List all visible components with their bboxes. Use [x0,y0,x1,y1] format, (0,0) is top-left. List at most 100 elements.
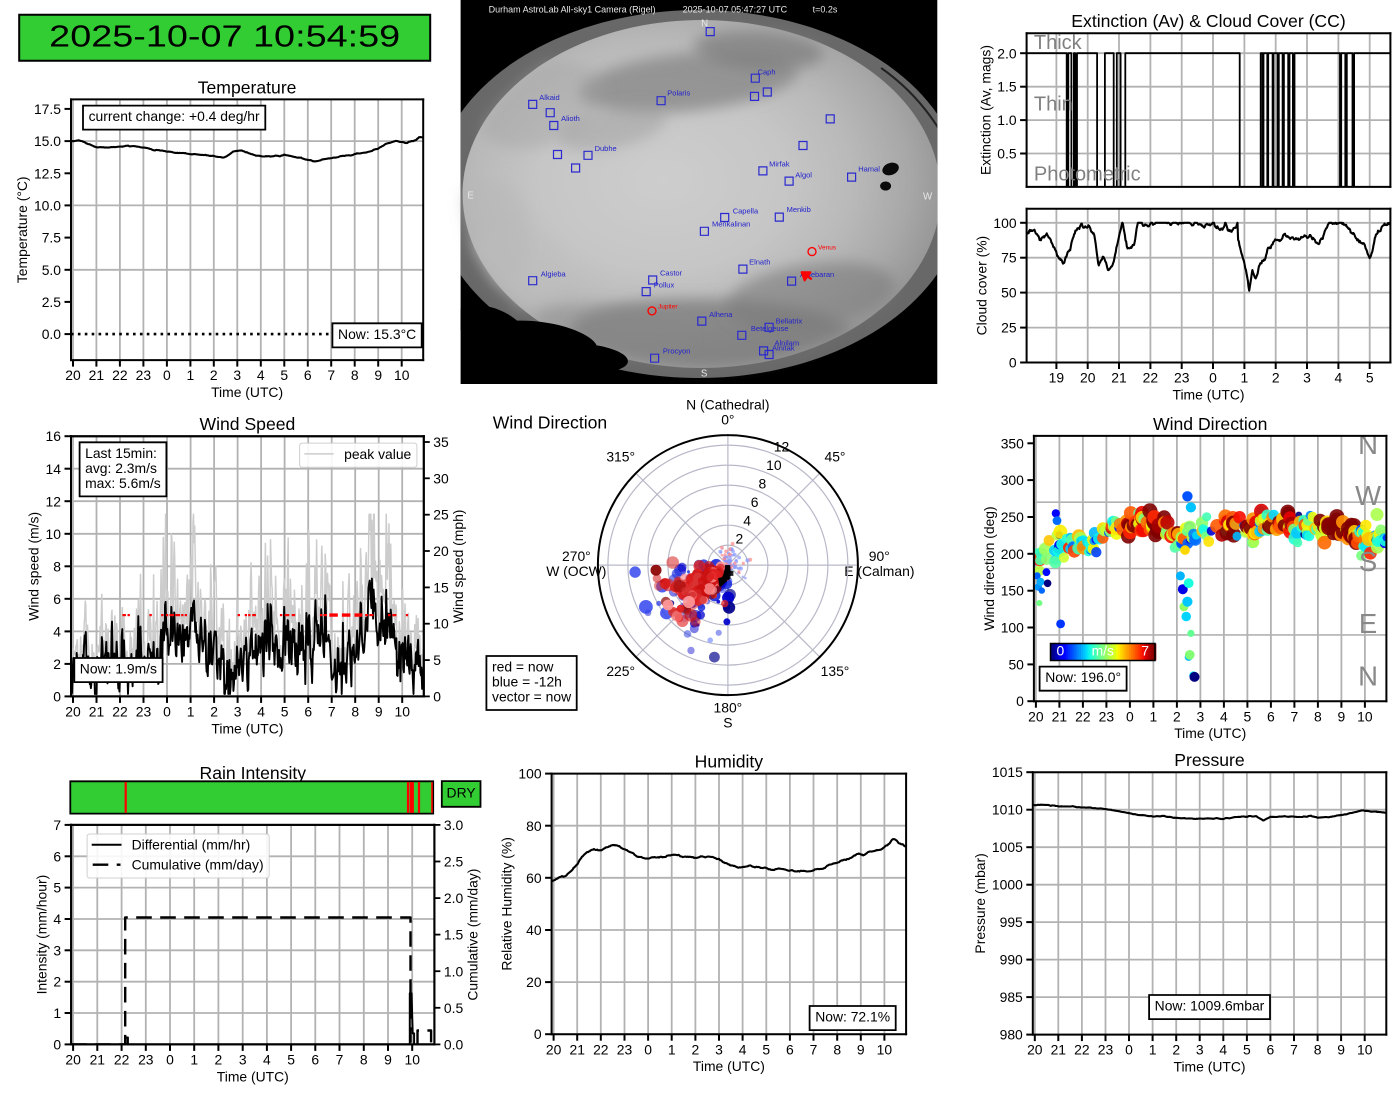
svg-text:990: 990 [1000,952,1023,968]
svg-text:22: 22 [112,367,128,383]
svg-text:blue = -12h: blue = -12h [492,674,562,690]
svg-text:4: 4 [257,704,265,720]
svg-text:8: 8 [759,475,767,491]
svg-text:Wind direction (deg): Wind direction (deg) [981,506,997,630]
svg-text:21: 21 [90,1052,106,1068]
svg-text:35: 35 [433,434,449,450]
svg-text:995: 995 [1000,914,1023,930]
svg-text:22: 22 [114,1052,130,1068]
svg-text:19: 19 [1049,370,1065,386]
svg-text:S: S [723,715,732,731]
svg-text:W (OCW): W (OCW) [546,563,606,579]
svg-text:100: 100 [518,766,541,782]
svg-text:Time (UTC): Time (UTC) [211,384,283,400]
svg-text:6: 6 [53,848,61,864]
svg-text:75: 75 [1001,250,1017,266]
svg-text:5: 5 [1244,708,1252,724]
svg-text:50: 50 [1008,656,1024,672]
svg-text:Venus: Venus [818,244,837,251]
svg-text:0.5: 0.5 [444,1000,464,1016]
svg-text:4: 4 [257,367,265,383]
svg-text:4: 4 [1335,370,1343,386]
svg-text:1: 1 [53,1005,61,1021]
svg-text:avg: 2.3m/s: avg: 2.3m/s [85,460,157,476]
svg-text:red = now: red = now [492,659,554,675]
svg-text:2: 2 [53,656,61,672]
svg-text:Differential (mm/hr): Differential (mm/hr) [132,837,251,853]
svg-text:0: 0 [53,688,61,704]
svg-text:45°: 45° [824,449,845,465]
svg-text:2: 2 [210,367,218,383]
svg-text:Wind Speed: Wind Speed [199,414,295,434]
svg-text:25: 25 [1001,320,1017,336]
svg-text:Time (UTC): Time (UTC) [1172,387,1244,403]
svg-text:1: 1 [668,1041,676,1057]
svg-text:Betelgeuse: Betelgeuse [751,324,789,333]
svg-text:Wind Direction: Wind Direction [1153,414,1267,434]
svg-text:2: 2 [210,704,218,720]
svg-text:22: 22 [112,704,128,720]
svg-text:1: 1 [1149,1042,1157,1058]
svg-text:0.0: 0.0 [444,1036,464,1052]
svg-text:6: 6 [786,1041,794,1057]
svg-text:2: 2 [1173,708,1181,724]
svg-text:Bellatrix: Bellatrix [776,317,803,326]
svg-text:Dubhe: Dubhe [595,144,617,153]
svg-text:Humidity: Humidity [695,752,764,772]
svg-text:Intensity (mm/hour): Intensity (mm/hour) [34,875,50,995]
svg-text:W: W [923,192,933,203]
svg-text:0: 0 [1009,355,1017,371]
svg-text:Jupiter: Jupiter [658,304,678,311]
svg-text:0: 0 [166,1052,174,1068]
svg-text:Now: 1009.6mbar: Now: 1009.6mbar [1155,998,1265,1014]
svg-text:Now: 1.9m/s: Now: 1.9m/s [80,661,157,677]
svg-text:980: 980 [1000,1027,1023,1043]
svg-text:8: 8 [1314,1042,1322,1058]
svg-text:10: 10 [394,704,410,720]
svg-text:9: 9 [384,1052,392,1068]
svg-text:21: 21 [1111,370,1127,386]
svg-text:3: 3 [1196,1042,1204,1058]
svg-text:1.5: 1.5 [997,79,1017,95]
svg-text:0: 0 [1057,643,1065,659]
svg-text:1: 1 [1241,370,1249,386]
svg-text:6: 6 [311,1052,319,1068]
svg-text:Alnitak: Alnitak [772,343,795,352]
svg-text:9: 9 [1337,1042,1345,1058]
svg-text:E: E [467,191,474,202]
svg-text:0: 0 [644,1041,652,1057]
svg-text:0: 0 [163,704,171,720]
svg-text:23: 23 [1099,708,1115,724]
svg-text:Caph: Caph [758,68,776,77]
svg-text:2025-10-07 05:47:27 UTC: 2025-10-07 05:47:27 UTC [683,4,788,14]
svg-text:5: 5 [1366,370,1374,386]
svg-text:135°: 135° [821,663,850,679]
svg-text:5: 5 [762,1041,770,1057]
svg-text:2: 2 [1172,1042,1180,1058]
svg-text:10: 10 [433,616,449,632]
svg-text:0: 0 [534,1026,542,1042]
svg-text:100: 100 [1001,620,1024,636]
svg-text:4: 4 [739,1041,747,1057]
svg-text:12: 12 [46,493,62,509]
svg-text:Algol: Algol [795,171,812,180]
svg-text:7: 7 [1290,1042,1298,1058]
svg-text:Aldebaran: Aldebaran [800,270,834,279]
svg-text:12.5: 12.5 [34,165,61,181]
svg-text:Temperature (°C): Temperature (°C) [14,176,30,283]
svg-text:17.5: 17.5 [34,101,61,117]
svg-text:10: 10 [877,1041,893,1057]
svg-text:Pressure: Pressure [1174,750,1244,770]
svg-text:vector = now: vector = now [492,689,572,705]
svg-text:S: S [701,369,708,380]
svg-text:1: 1 [190,1052,198,1068]
svg-text:2: 2 [692,1041,700,1057]
svg-text:9: 9 [1338,708,1346,724]
svg-text:0: 0 [1209,370,1217,386]
svg-text:100: 100 [993,215,1016,231]
svg-text:7: 7 [810,1041,818,1057]
svg-text:0.0: 0.0 [42,326,62,342]
svg-text:S: S [1359,546,1377,577]
svg-text:0: 0 [1016,693,1024,709]
svg-text:max: 5.6m/s: max: 5.6m/s [85,475,161,491]
